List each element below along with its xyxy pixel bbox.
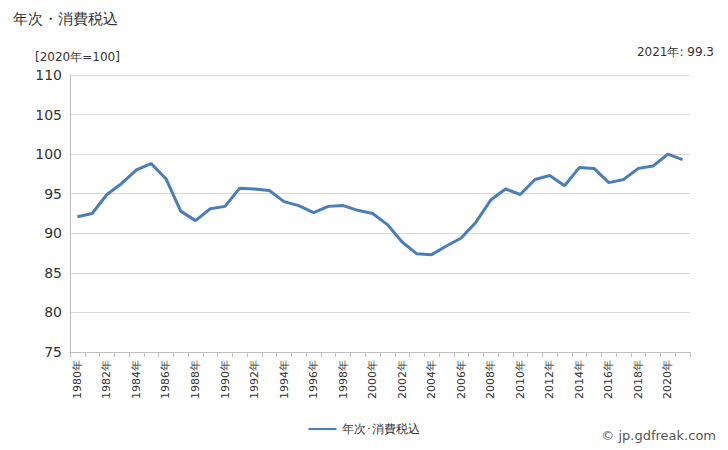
svg-text:1994年: 1994年 [278, 360, 291, 399]
svg-text:1996年: 1996年 [307, 360, 320, 399]
svg-text:2021年: 99.3: 2021年: 99.3 [637, 45, 714, 59]
svg-text:110: 110 [35, 67, 62, 83]
svg-text:1990年: 1990年 [219, 360, 232, 399]
svg-text:2010年: 2010年 [514, 360, 527, 399]
svg-text:2000年: 2000年 [366, 360, 379, 399]
svg-text:1982年: 1982年 [100, 360, 113, 399]
svg-text:2016年: 2016年 [602, 360, 615, 399]
svg-text:2012年: 2012年 [543, 360, 556, 399]
svg-text:年次･消費税込: 年次･消費税込 [342, 422, 420, 436]
svg-text:1986年: 1986年 [159, 360, 172, 399]
svg-text:2014年: 2014年 [573, 360, 586, 399]
svg-text:2004年: 2004年 [425, 360, 438, 399]
svg-text:75: 75 [44, 344, 62, 360]
svg-text:80: 80 [44, 304, 62, 320]
svg-text:2018年: 2018年 [632, 360, 645, 399]
svg-text:95: 95 [44, 186, 62, 202]
svg-text:2006年: 2006年 [455, 360, 468, 399]
svg-text:1992年: 1992年 [248, 360, 261, 399]
svg-text:1998年: 1998年 [337, 360, 350, 399]
svg-text:1980年: 1980年 [71, 360, 84, 399]
svg-text:[2020年=100]: [2020年=100] [35, 50, 120, 64]
svg-text:100: 100 [35, 146, 62, 162]
svg-text:85: 85 [44, 265, 62, 281]
svg-text:© jp.gdfreak.com: © jp.gdfreak.com [601, 428, 716, 443]
svg-text:年次・消費税込: 年次・消費税込 [13, 10, 118, 28]
svg-text:90: 90 [44, 225, 62, 241]
svg-text:2008年: 2008年 [484, 360, 497, 399]
svg-text:2002年: 2002年 [396, 360, 409, 399]
svg-text:1984年: 1984年 [130, 360, 143, 399]
svg-text:1988年: 1988年 [189, 360, 202, 399]
svg-text:105: 105 [35, 107, 62, 123]
svg-text:2020年: 2020年 [661, 360, 674, 399]
